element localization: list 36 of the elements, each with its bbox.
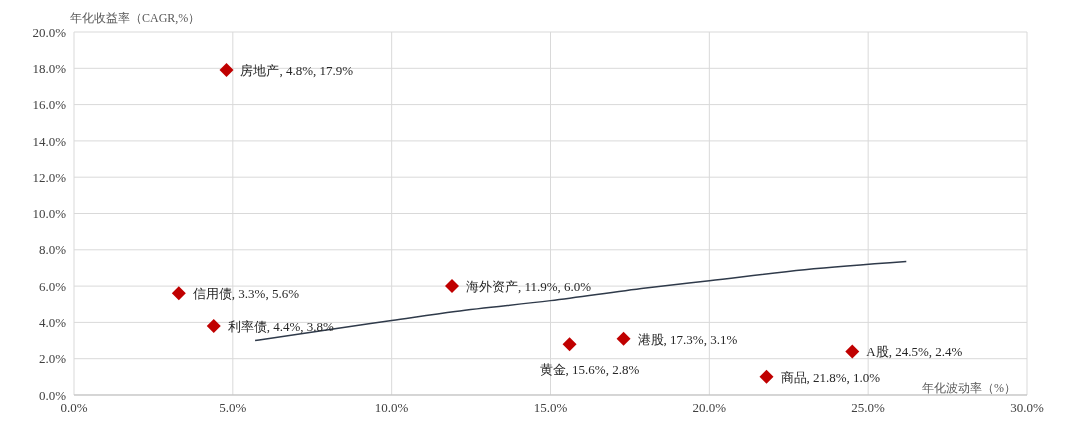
y-tick-label: 2.0% (38, 351, 67, 367)
y-axis-title: 年化收益率（CAGR,%） (70, 10, 201, 27)
point (562, 337, 577, 352)
point (845, 344, 860, 359)
y-tick-label: 14.0% (32, 133, 67, 149)
y-tick-label: 20.0% (32, 24, 67, 40)
x-tick-label: 5.0% (219, 400, 247, 416)
y-tick-label: 16.0% (32, 97, 67, 113)
point (171, 286, 186, 301)
y-tick-label: 10.0% (32, 206, 67, 222)
data-label: 利率债, 4.4%, 3.8% (227, 319, 335, 335)
y-tick-label: 0.0% (38, 387, 67, 403)
point (206, 319, 221, 334)
point (616, 331, 631, 346)
y-tick-label: 4.0% (38, 315, 67, 331)
x-tick-label: 15.0% (533, 400, 568, 416)
x-axis-title: 年化波动率（%） (922, 380, 1016, 397)
x-tick-label: 25.0% (851, 400, 886, 416)
data-label: A股, 24.5%, 2.4% (866, 344, 963, 360)
data-label: 信用债, 3.3%, 5.6% (192, 286, 300, 302)
y-tick-label: 12.0% (32, 169, 67, 185)
x-tick-label: 10.0% (374, 400, 409, 416)
point (445, 279, 460, 294)
x-tick-label: 20.0% (692, 400, 727, 416)
y-tick-label: 8.0% (38, 242, 67, 258)
x-tick-label: 0.0% (60, 400, 88, 416)
point (219, 63, 234, 78)
data-label: 商品, 21.8%, 1.0% (780, 369, 881, 385)
y-tick-label: 18.0% (32, 60, 67, 76)
x-tick-label: 30.0% (1010, 400, 1044, 416)
data-label: 港股, 17.3%, 3.1% (637, 331, 738, 347)
data-label: 海外资产, 11.9%, 6.0% (466, 279, 592, 295)
y-tick-label: 6.0% (38, 278, 67, 294)
data-label: 房地产, 4.8%, 17.9% (240, 63, 354, 79)
data-label: 黄金, 15.6%, 2.8% (539, 362, 640, 378)
point (759, 369, 774, 384)
